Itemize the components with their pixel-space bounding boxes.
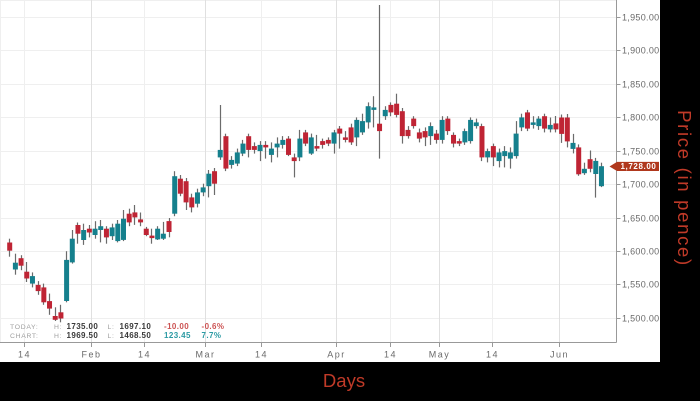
svg-text:1,950.00: 1,950.00	[622, 13, 659, 23]
svg-text:1,550.00: 1,550.00	[622, 280, 659, 290]
svg-text:Jun: Jun	[550, 350, 569, 360]
svg-text:H:: H:	[54, 324, 62, 331]
svg-text:L:: L:	[108, 333, 115, 340]
svg-text:Days: Days	[323, 370, 365, 391]
svg-text:Price (in pence): Price (in pence)	[674, 110, 695, 267]
svg-text:1,600.00: 1,600.00	[622, 247, 659, 257]
svg-text:7.7%: 7.7%	[202, 331, 222, 340]
svg-text:1,750.00: 1,750.00	[622, 147, 659, 157]
svg-text:14: 14	[138, 350, 151, 360]
svg-text:Mar: Mar	[196, 350, 216, 360]
svg-text:May: May	[429, 350, 451, 360]
svg-text:14: 14	[18, 350, 31, 360]
svg-text:1,700.00: 1,700.00	[622, 180, 659, 190]
svg-text:14: 14	[486, 350, 499, 360]
svg-text:1735.00: 1735.00	[67, 322, 99, 331]
svg-text:1,650.00: 1,650.00	[622, 214, 659, 224]
svg-text:H:: H:	[54, 333, 62, 340]
svg-text:-10.00: -10.00	[164, 322, 189, 331]
svg-text:Feb: Feb	[81, 350, 101, 360]
svg-text:14: 14	[255, 350, 268, 360]
svg-text:1468.50: 1468.50	[120, 331, 152, 340]
svg-text:L:: L:	[108, 324, 115, 331]
svg-text:1,728.00: 1,728.00	[621, 162, 657, 171]
svg-text:TODAY:: TODAY:	[10, 324, 39, 331]
svg-text:1,500.00: 1,500.00	[622, 314, 659, 324]
svg-text:14: 14	[384, 350, 397, 360]
svg-text:-0.6%: -0.6%	[202, 322, 225, 331]
svg-text:1969.50: 1969.50	[67, 331, 99, 340]
svg-text:CHART:: CHART:	[10, 333, 39, 340]
svg-text:Apr: Apr	[327, 350, 346, 360]
svg-text:1,850.00: 1,850.00	[622, 80, 659, 90]
svg-text:1697.10: 1697.10	[120, 322, 152, 331]
svg-text:1,900.00: 1,900.00	[622, 46, 659, 56]
svg-text:123.45: 123.45	[164, 331, 191, 340]
svg-text:1,800.00: 1,800.00	[622, 113, 659, 123]
